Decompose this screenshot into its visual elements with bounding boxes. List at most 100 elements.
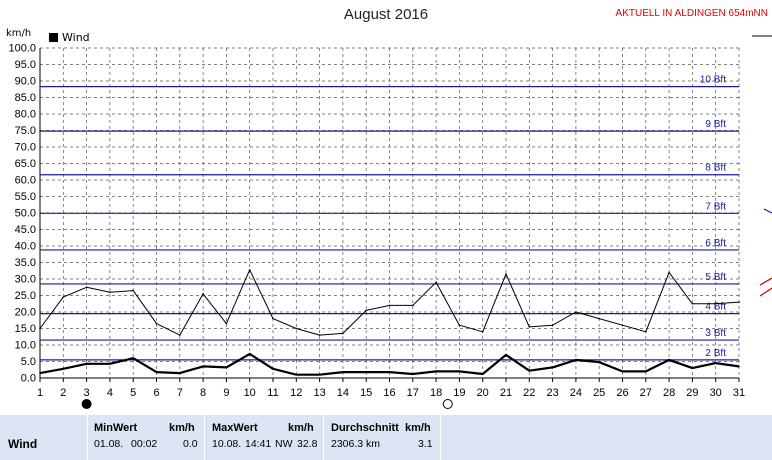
x-tick-label: 25	[593, 387, 605, 399]
beaufort-label: 10 Bft	[700, 75, 726, 86]
wind-point	[342, 371, 344, 373]
beaufort-label: 8 Bft	[705, 163, 726, 174]
min-value: 0.0	[183, 438, 198, 450]
x-tick-label: 2	[60, 387, 66, 399]
wind-point	[225, 366, 228, 369]
partial-chart-line-blue	[763, 208, 772, 214]
wind-point	[272, 367, 274, 370]
max-date: 10.08.	[212, 438, 242, 450]
y-tick-label: 65.0	[15, 158, 36, 170]
y-tick-label: 60.0	[15, 175, 36, 187]
gust-point	[435, 281, 437, 284]
x-tick-label: 13	[313, 387, 325, 399]
y-tick-label: 25.0	[15, 290, 36, 302]
wind-point	[691, 367, 694, 369]
station-label: AKTUELL IN ALDINGEN 654mNN	[615, 8, 768, 19]
gust-point	[109, 291, 111, 294]
wind-point	[62, 367, 65, 370]
gust-point	[62, 296, 65, 298]
legend-label-wind: Wind	[62, 31, 90, 44]
beaufort-label: 9 Bft	[705, 119, 726, 130]
x-tick-label: 27	[640, 387, 652, 399]
x-tick-label: 6	[153, 387, 159, 399]
gust-point	[645, 331, 647, 333]
gust-point	[39, 327, 41, 330]
gust-point	[202, 293, 204, 295]
gust-point	[528, 326, 531, 328]
beaufort-label: 4 Bft	[705, 302, 726, 313]
gust-point	[714, 302, 717, 305]
avg-value: 3.1	[418, 438, 433, 450]
y-tick-label: 45.0	[15, 224, 36, 236]
max-time: 14:41	[245, 438, 272, 450]
empty-cell	[441, 415, 772, 460]
gust-point	[132, 289, 134, 292]
wind-point	[505, 354, 507, 356]
x-tick-label: 4	[107, 387, 113, 399]
x-tick-label: 17	[407, 387, 419, 399]
gust-point	[272, 317, 274, 320]
gust-point	[248, 268, 251, 271]
wind-point	[412, 373, 414, 375]
legend: Wind	[49, 31, 90, 44]
gust-point	[365, 309, 368, 312]
wind-point	[528, 369, 531, 372]
x-tick-label: 8	[200, 387, 206, 399]
beaufort-label: 7 Bft	[705, 201, 726, 212]
x-tick-label: 20	[477, 387, 489, 399]
gust-point	[342, 332, 344, 335]
beaufort-label: 5 Bft	[705, 272, 726, 283]
y-tick-label: 80.0	[15, 109, 36, 121]
y-tick-label: 85.0	[15, 92, 36, 104]
wind-point	[39, 372, 41, 374]
max-cell	[205, 415, 323, 460]
x-tick-label: 22	[523, 387, 535, 399]
y-tick-label: 35.0	[15, 257, 36, 269]
gust-point	[481, 331, 484, 333]
x-tick-label: 14	[337, 387, 349, 399]
gust-point	[551, 324, 554, 327]
x-tick-label: 15	[360, 387, 372, 399]
gust-point	[179, 334, 181, 336]
gust-point	[388, 304, 391, 307]
x-tick-label: 18	[430, 387, 442, 399]
x-tick-label: 21	[500, 387, 512, 399]
full-moon-icon	[442, 399, 453, 409]
x-tick-label: 3	[84, 387, 90, 399]
y-tick-label: 30.0	[15, 274, 36, 286]
row-label-cell	[0, 415, 87, 460]
wind-point	[458, 370, 461, 373]
chart-area: 0.0 5.0 10.0 15.0 20.0 25.0 30.0 35.0 40.0 45.0 50…	[8, 35, 772, 409]
y-tick-label: 40.0	[15, 241, 36, 253]
min-header: MinWert	[94, 422, 138, 434]
row-label: Wind	[8, 437, 38, 451]
beaufort-label: 2 Bft	[705, 348, 726, 359]
x-tick-label: 9	[223, 387, 229, 399]
gust-point	[412, 304, 414, 307]
avg-distance: 2306.3 km	[331, 438, 381, 450]
x-tick-label: 7	[177, 387, 183, 399]
y-tick-label: 15.0	[15, 323, 36, 335]
max-header: MaxWert	[212, 422, 258, 434]
y-tick-label: 50.0	[15, 208, 36, 220]
min-time: 00:02	[131, 438, 158, 450]
x-tick-label: 26	[616, 387, 628, 399]
y-tick-label: 55.0	[15, 191, 36, 203]
wind-point	[481, 373, 484, 375]
gust-point	[575, 311, 577, 313]
avg-header: Durchschnitt	[331, 422, 399, 434]
wind-point	[248, 353, 251, 355]
x-tick-label: 12	[290, 387, 302, 399]
wind-point	[109, 363, 111, 365]
y-tick-label: 95.0	[15, 59, 36, 71]
y-tick-label: 75.0	[15, 125, 36, 137]
max-unit: km/h	[288, 422, 314, 434]
new-moon-icon	[81, 399, 92, 409]
beaufort-label: 3 Bft	[705, 328, 726, 339]
wind-point	[645, 370, 647, 373]
x-tick-label: 28	[663, 387, 675, 399]
gust-point	[598, 317, 600, 320]
wind-point	[132, 357, 134, 360]
x-tick-label: 19	[453, 387, 465, 399]
y-tick-label: 90.0	[15, 76, 36, 88]
